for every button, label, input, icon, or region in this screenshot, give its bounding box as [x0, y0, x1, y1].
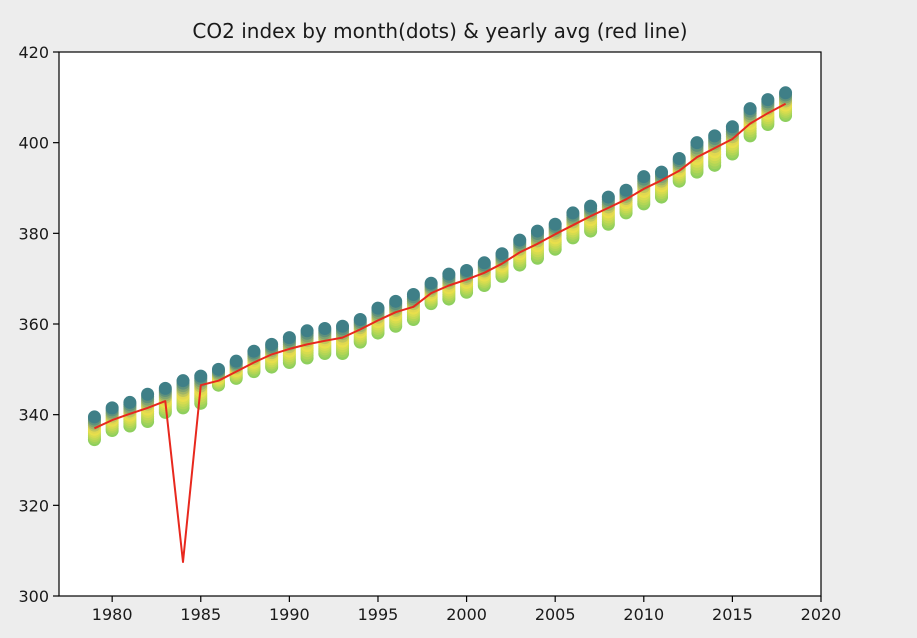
x-tick-label: 2005 [535, 605, 576, 624]
monthly-dot [406, 288, 420, 302]
monthly-dot [601, 190, 615, 204]
monthly-dot [779, 86, 793, 100]
monthly-dot [460, 264, 474, 278]
monthly-dot [87, 410, 101, 424]
monthly-dot [725, 120, 739, 134]
monthly-dot [105, 401, 119, 415]
x-tick-label: 1995 [358, 605, 399, 624]
y-tick-label: 340 [18, 406, 49, 425]
monthly-dot [655, 165, 669, 179]
monthly-dot [743, 102, 757, 116]
monthly-dot [336, 319, 350, 333]
monthly-dot [708, 129, 722, 143]
monthly-dot [530, 224, 544, 238]
monthly-dot [265, 337, 279, 351]
x-tick-label: 1990 [269, 605, 310, 624]
x-tick-label: 2020 [801, 605, 842, 624]
y-tick-label: 360 [18, 315, 49, 334]
monthly-dot [548, 217, 562, 231]
monthly-dot [566, 206, 580, 220]
monthly-dot [123, 395, 137, 409]
y-tick-label: 320 [18, 496, 49, 515]
yearly-avg-line-layer [93, 102, 787, 563]
monthly-dot [141, 387, 155, 401]
x-tick-label: 2015 [712, 605, 753, 624]
monthly-dot [637, 170, 651, 184]
monthly-dot [389, 294, 403, 308]
monthly-dot [477, 256, 491, 270]
monthly-dot [424, 276, 438, 290]
monthly-dot [672, 152, 686, 166]
monthly-dot [211, 362, 225, 376]
monthly-dot [442, 267, 456, 281]
monthly-dot [247, 344, 261, 358]
y-tick-label: 300 [18, 587, 49, 606]
monthly-dot [353, 312, 367, 326]
x-tick-label: 1985 [180, 605, 221, 624]
monthly-dot [584, 199, 598, 213]
chart-title: CO2 index by month(dots) & yearly avg (r… [192, 19, 687, 43]
monthly-dot [194, 369, 208, 383]
monthly-dot [176, 374, 190, 388]
monthly-dot [300, 324, 314, 338]
x-tick-label: 1980 [92, 605, 133, 624]
monthly-dot [318, 322, 332, 336]
x-tick-label: 2000 [446, 605, 487, 624]
monthly-dot [229, 354, 243, 368]
plot-area [59, 52, 821, 596]
axes: 1980 1985 1990 1995 2000 2005 2010 2015 2020 300 3… [18, 43, 841, 624]
monthly-dot [619, 183, 633, 197]
monthly-dot [495, 247, 509, 261]
y-tick-label: 380 [18, 224, 49, 243]
monthly-dot [158, 381, 172, 395]
x-tick-label: 2010 [623, 605, 664, 624]
monthly-dot [761, 93, 775, 107]
y-tick-label: 420 [18, 43, 49, 62]
yearly-avg-line [93, 102, 787, 563]
monthly-dot [690, 136, 704, 150]
monthly-dot [371, 301, 385, 315]
monthly-dot [513, 233, 527, 247]
monthly-dot [282, 331, 296, 345]
y-tick-label: 400 [18, 134, 49, 153]
